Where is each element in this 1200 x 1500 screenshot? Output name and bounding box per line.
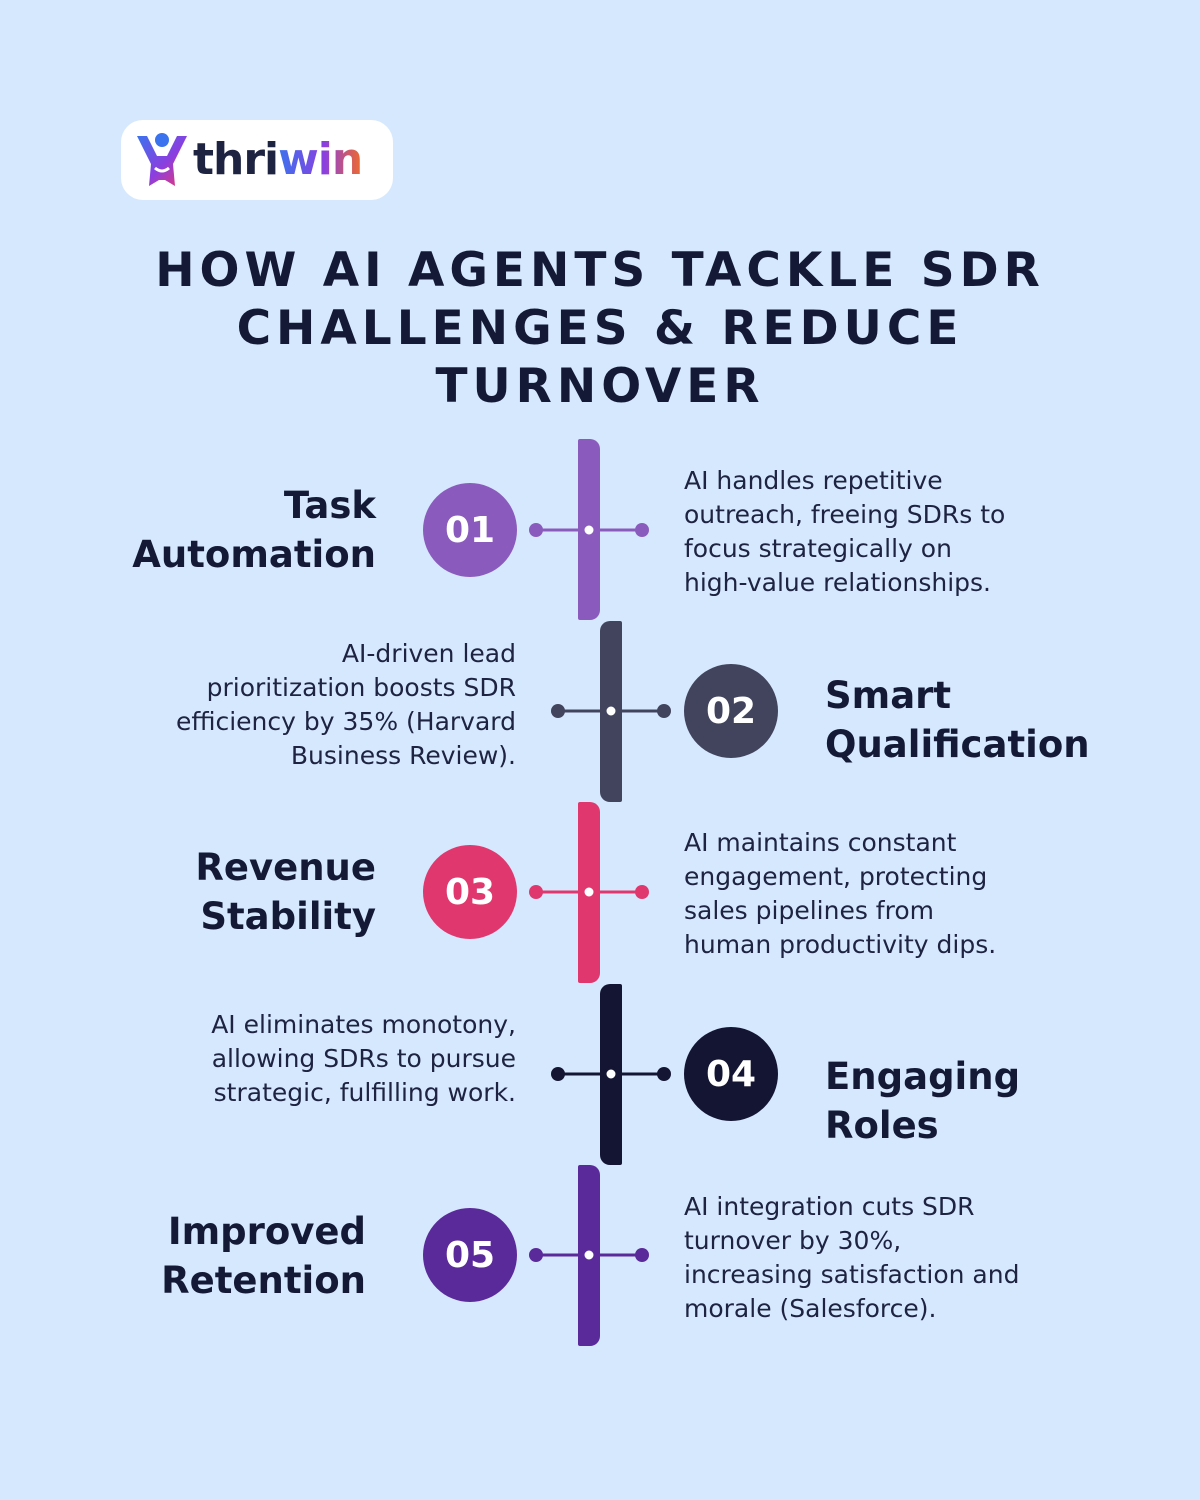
step-3-title-line-1: Revenue [195,846,376,889]
step-2-description-line-4: Business Review). [290,741,516,770]
connector-3 [529,884,649,900]
page-title-line-1: HOW AI AGENTS TACKLE SDR [155,243,1045,298]
step-3-description-line-4: human productivity dips. [684,930,997,959]
step-4-title-line-1: Engaging [825,1055,1021,1098]
step-3-description-line-3: sales pipelines from [684,896,934,925]
connector-4 [551,1066,671,1082]
step-2-number: 02 [705,690,757,732]
step-3-number-badge: 03 [423,845,517,939]
connector-5 [529,1247,649,1263]
step-1-description: AI handles repetitive outreach, freeing … [684,464,1164,600]
step-2-description-line-3: efficiency by 35% (Harvard [175,707,516,736]
step-3-number: 03 [444,871,496,913]
step-3-description: AI maintains constant engagement, protec… [684,826,1164,962]
step-4-number-badge: 04 [684,1027,778,1121]
step-2-description-line-1: AI-driven lead [341,639,516,668]
page-title: HOW AI AGENTS TACKLE SDR CHALLENGES & RE… [60,242,1140,416]
step-1-description-line-1: AI handles repetitive [684,466,943,495]
step-3-title-line-2: Stability [200,895,376,938]
step-2-title: Smart Qualification [825,671,1185,769]
step-4-description-line-3: strategic, fulfilling work. [213,1078,516,1107]
step-2-description: AI-driven lead prioritization boosts SDR… [60,637,516,773]
step-1-number-badge: 01 [423,483,517,577]
page-title-line-2: CHALLENGES & REDUCE [236,301,964,356]
connector-2 [551,703,671,719]
brand-logo-icon [137,133,187,186]
step-5-number: 05 [444,1234,496,1276]
step-1-description-line-3: focus strategically on [684,534,952,563]
step-5-description-line-4: morale (Salesforce). [684,1294,937,1323]
step-1-number: 01 [444,509,496,551]
step-1-title: Task Automation [60,481,376,579]
step-1-title-line-1: Task [283,484,376,527]
step-4-title-line-2: Roles [825,1104,939,1147]
step-2-number-badge: 02 [684,664,778,758]
step-1-title-line-2: Automation [132,533,376,576]
step-5-title: Improved Retention [60,1207,366,1305]
step-4-description-line-2: allowing SDRs to pursue [211,1044,516,1073]
step-4-title: Engaging Roles [825,1052,1185,1150]
brand-wordmark: thriwin [193,132,363,188]
step-5-title-line-1: Improved [167,1210,366,1253]
step-5-description-line-1: AI integration cuts SDR [684,1192,975,1221]
step-5-description-line-3: increasing satisfaction and [684,1260,1020,1289]
step-5-description-line-2: turnover by 30%, [684,1226,902,1255]
step-5-number-badge: 05 [423,1208,517,1302]
step-5-description: AI integration cuts SDR turnover by 30%,… [684,1190,1164,1326]
step-3-title: Revenue Stability [60,843,376,941]
step-3-description-line-1: AI maintains constant [684,828,957,857]
step-1-description-line-2: outreach, freeing SDRs to [684,500,1006,529]
brand-wordmark-part2: win [278,134,363,185]
step-2-title-line-1: Smart [825,674,952,717]
brand-logo-card: thriwin [121,120,393,200]
step-4-description: AI eliminates monotony, allowing SDRs to… [60,1008,516,1110]
page-title-line-3: TURNOVER [435,359,765,414]
step-2-title-line-2: Qualification [825,723,1090,766]
step-4-description-line-1: AI eliminates monotony, [211,1010,516,1039]
step-1-description-line-4: high-value relationships. [684,568,992,597]
brand-wordmark-part1: thri [193,134,279,185]
step-5-title-line-2: Retention [161,1259,366,1302]
connector-1 [529,522,649,538]
step-3-description-line-2: engagement, protecting [684,862,988,891]
step-2-description-line-2: prioritization boosts SDR [206,673,516,702]
step-4-number: 04 [705,1053,757,1095]
